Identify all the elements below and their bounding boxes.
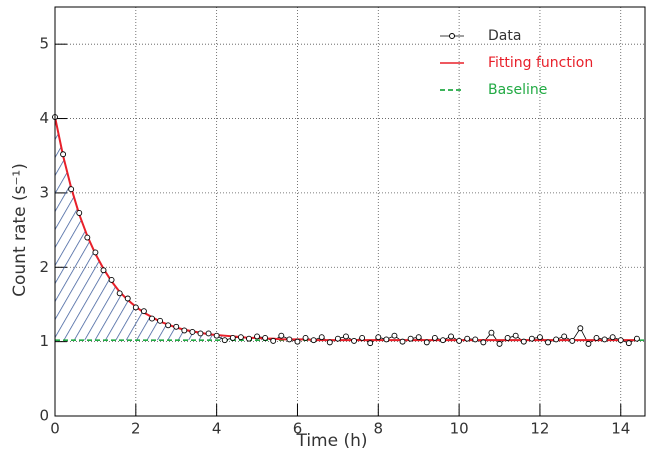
data-point [246,335,252,342]
data-point [237,334,244,341]
data-point [76,210,83,216]
data-point [545,339,551,346]
x-tick-label: 0 [50,420,60,438]
data-point [609,334,616,341]
x-tick-label: 14 [611,420,630,438]
data-point [512,332,519,339]
data-point [359,334,366,341]
data-point [157,317,164,324]
data-point [310,337,317,344]
data-point [254,333,261,340]
data-point [569,337,576,344]
data-point [262,334,269,341]
data-point [334,335,341,342]
data-point [181,327,188,334]
data-point [496,340,503,347]
data-point [221,337,228,344]
data-point [375,334,382,341]
data-point [116,290,123,297]
data-point [68,186,75,193]
data-point [326,339,333,346]
y-tick-label: 3 [39,183,49,201]
data-point [577,325,584,332]
data-point [423,339,430,346]
data-point [472,336,479,343]
data-point [407,335,414,342]
data-point [84,234,91,241]
legend-label: Fitting function [488,55,593,71]
data-point [399,338,406,345]
y-axis-label: Count rate (s⁻¹) [10,163,30,297]
data-point [553,336,560,343]
data-point [140,308,147,315]
data-point [391,332,398,339]
x-tick-label: 8 [374,420,384,438]
data-point [593,334,600,341]
legend-label: Baseline [488,82,547,98]
data-point [617,337,624,344]
data-point [480,339,487,346]
hatched-area [55,117,637,341]
data-point [456,337,463,344]
x-tick-label: 10 [450,420,469,438]
y-tick-label: 0 [39,407,49,425]
data-point [504,334,511,341]
data-point [173,323,180,330]
data-point [302,334,309,341]
data-point [561,333,568,340]
data-point [367,340,374,347]
data-point [585,340,592,347]
data-point [439,337,446,344]
y-tick-label: 4 [39,109,49,127]
series-line [54,116,637,342]
data-point [205,330,212,337]
plot-frame [54,6,646,417]
data-point [189,329,196,335]
data-point [270,337,277,344]
data-point [601,336,608,343]
data-point [60,151,67,158]
x-tick-label: 6 [293,420,303,438]
x-tick-label: 4 [212,420,222,438]
data-point [633,335,640,342]
y-tick-label: 1 [39,332,49,350]
data-point [286,336,293,343]
data-point [536,334,543,341]
data-point [383,336,390,343]
data-point [464,335,471,342]
data-point [448,333,454,340]
x-axis-label: Time (h) [295,431,367,451]
data-point [100,267,107,274]
data-point [343,333,349,340]
data-point [528,335,535,342]
data-point [351,337,357,344]
data-point [124,295,131,302]
data-point [488,329,495,336]
x-tick-label: 12 [530,420,549,438]
data-point [294,338,301,345]
y-tick-label: 2 [39,258,49,276]
legend-swatch [449,33,455,39]
data-point [92,249,99,256]
data-point [625,340,632,347]
data-point [415,334,422,341]
data-point [318,334,325,341]
data-point [165,322,172,329]
data-point [108,276,115,283]
data-point [149,315,155,322]
data-point [197,330,204,337]
y-tick-label: 5 [39,35,49,53]
data-point [229,334,236,341]
data-point [278,332,285,339]
data-point [520,338,527,345]
x-tick-label: 2 [131,420,141,438]
data-point [132,304,139,311]
data-point [431,334,438,341]
legend-label: Data [488,28,521,44]
data-point [213,332,220,339]
